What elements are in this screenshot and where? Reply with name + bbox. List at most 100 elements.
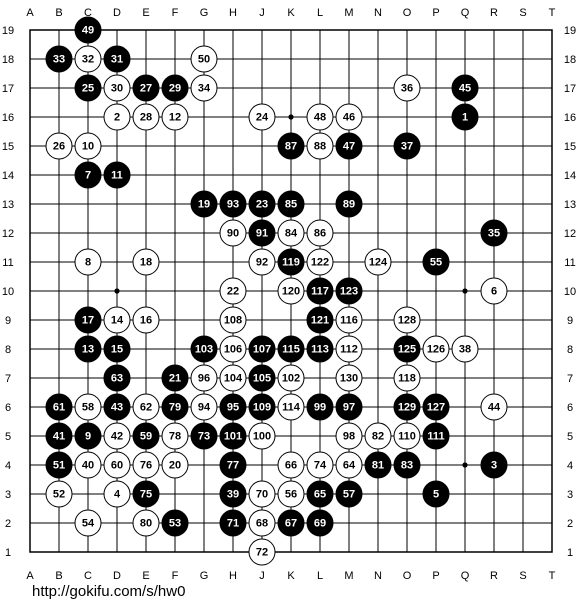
black-stone: 75	[132, 480, 160, 508]
column-label-bottom: F	[172, 570, 179, 582]
move-number: 50	[198, 54, 210, 66]
stone-disc	[190, 74, 218, 102]
row-label-left: 8	[5, 344, 11, 356]
stone-disc	[45, 393, 73, 421]
row-label-right: 11	[564, 257, 575, 269]
stone-disc	[45, 45, 73, 73]
move-number: 25	[82, 83, 94, 95]
black-stone: 3	[480, 451, 508, 479]
black-stone: 129	[393, 393, 421, 421]
column-label-bottom: K	[287, 570, 295, 582]
move-number: 66	[285, 460, 297, 472]
black-stone: 43	[103, 393, 131, 421]
stone-disc	[74, 248, 102, 276]
row-label-right: 12	[564, 228, 576, 240]
white-stone: 34	[190, 74, 218, 102]
black-stone: 15	[103, 335, 131, 363]
white-stone: 58	[74, 393, 102, 421]
move-number: 85	[285, 199, 297, 211]
column-label-bottom: T	[549, 570, 556, 582]
move-number: 89	[343, 199, 355, 211]
white-stone: 16	[132, 306, 160, 334]
column-label-bottom: O	[403, 570, 412, 582]
black-stone: 65	[306, 480, 334, 508]
row-label-right: 10	[564, 286, 576, 298]
move-number: 79	[169, 402, 181, 414]
move-number: 114	[282, 402, 301, 414]
stone-disc	[248, 538, 276, 566]
stone-disc	[335, 422, 363, 450]
move-number: 41	[53, 431, 65, 443]
black-stone: 69	[306, 509, 334, 537]
move-number: 18	[140, 257, 152, 269]
stone-disc	[190, 364, 218, 392]
black-stone: 13	[74, 335, 102, 363]
white-stone: 112	[335, 335, 363, 363]
move-number: 62	[140, 402, 152, 414]
white-stone: 108	[219, 306, 247, 334]
column-label-top: F	[172, 7, 179, 19]
white-stone: 10	[74, 132, 102, 160]
move-number: 108	[224, 315, 242, 327]
stone-disc	[277, 451, 305, 479]
stone-disc	[248, 422, 276, 450]
move-number: 38	[459, 344, 471, 356]
white-stone: 62	[132, 393, 160, 421]
move-number: 16	[140, 315, 152, 327]
row-label-right: 19	[564, 25, 576, 37]
row-label-right: 18	[564, 54, 576, 66]
stone-disc	[45, 422, 73, 450]
column-label-top: T	[549, 7, 556, 19]
white-stone: 38	[451, 335, 479, 363]
move-number: 112	[340, 344, 358, 356]
white-stone: 116	[335, 306, 363, 334]
move-number: 122	[311, 257, 329, 269]
move-number: 82	[372, 431, 384, 443]
move-number: 111	[427, 431, 444, 443]
move-number: 9	[85, 431, 91, 443]
stone-disc	[190, 335, 218, 363]
stone-disc	[190, 190, 218, 218]
column-label-top: G	[200, 7, 209, 19]
move-number: 92	[256, 257, 268, 269]
stone-disc	[219, 335, 247, 363]
move-number: 68	[256, 518, 268, 530]
stone-disc	[248, 219, 276, 247]
stone-disc	[422, 393, 450, 421]
move-number: 76	[140, 460, 152, 472]
column-label-bottom: Q	[461, 570, 470, 582]
move-number: 11	[111, 170, 123, 182]
stone-disc	[74, 132, 102, 160]
move-number: 99	[314, 402, 326, 414]
white-stone: 70	[248, 480, 276, 508]
stone-disc	[190, 393, 218, 421]
move-number: 31	[111, 54, 123, 66]
stone-disc	[219, 190, 247, 218]
row-label-right: 13	[564, 199, 576, 211]
black-stone: 29	[161, 74, 189, 102]
stone-disc	[335, 364, 363, 392]
stone-disc	[451, 335, 479, 363]
white-stone: 66	[277, 451, 305, 479]
white-stone: 102	[277, 364, 305, 392]
stone-disc	[480, 393, 508, 421]
move-number: 119	[282, 257, 300, 269]
move-number: 63	[111, 373, 123, 385]
white-stone: 86	[306, 219, 334, 247]
black-stone: 79	[161, 393, 189, 421]
stone-disc	[422, 335, 450, 363]
stone-disc	[248, 393, 276, 421]
white-stone: 56	[277, 480, 305, 508]
kifu-url[interactable]: http://gokifu.com/s/hw0	[32, 583, 186, 600]
stone-disc	[161, 103, 189, 131]
white-stone: 120	[277, 277, 305, 305]
stone-disc	[132, 74, 160, 102]
white-stone: 84	[277, 219, 305, 247]
white-stone: 64	[335, 451, 363, 479]
move-number: 46	[343, 112, 355, 124]
row-label-right: 16	[564, 112, 576, 124]
column-label-bottom: C	[84, 570, 92, 582]
black-stone: 5	[422, 480, 450, 508]
column-label-bottom: A	[26, 570, 34, 582]
black-stone: 31	[103, 45, 131, 73]
